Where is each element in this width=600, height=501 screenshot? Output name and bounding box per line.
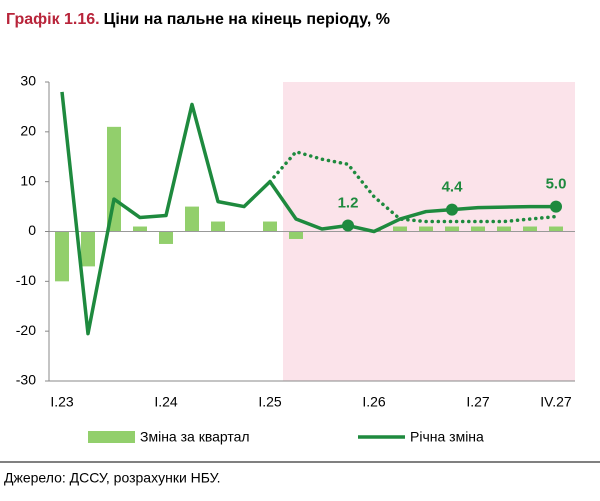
x-tick-label: IV.27 (540, 394, 572, 410)
bar (263, 221, 277, 232)
data-label: 5.0 (546, 176, 567, 193)
chart-title-group: Графік 1.16. Ціни на пальне на кінець пер… (6, 11, 390, 28)
bar (81, 231, 95, 267)
bar (497, 226, 511, 232)
y-tick-label: 0 (28, 222, 36, 238)
data-label: 4.4 (442, 179, 464, 196)
x-tick-label: I.24 (154, 394, 178, 410)
bar (159, 231, 173, 244)
bar (419, 226, 433, 232)
y-tick-label: 10 (20, 172, 36, 188)
chart-title: Ціни на пальне на кінець періоду, % (104, 11, 390, 28)
legend-swatch (88, 431, 135, 443)
x-tick-label: I.25 (258, 394, 282, 410)
y-tick-label: -20 (16, 322, 36, 338)
y-tick-label: -10 (16, 272, 36, 288)
bar (523, 226, 537, 232)
bar (55, 231, 69, 282)
source: Джерело: ДССУ, розрахунки НБУ. (4, 470, 221, 486)
y-tick-label: -30 (16, 372, 36, 388)
bar (445, 226, 459, 232)
bar (549, 226, 563, 232)
bar (185, 206, 199, 232)
x-tick-label: I.27 (466, 394, 490, 410)
bar (471, 226, 485, 232)
legend-label: Зміна за квартал (140, 429, 250, 445)
bar (107, 126, 121, 232)
plot: -30 -20 -10 0 10 20 30 I.23 I.24 I.25 I.26 I.27 IV.2… (16, 73, 575, 410)
line (60, 91, 556, 336)
bar (211, 221, 225, 232)
point-marker (446, 203, 458, 216)
y-tick-label: 20 (20, 123, 36, 139)
x-tick-label: I.23 (50, 394, 74, 410)
bar (133, 226, 147, 232)
bar (289, 231, 303, 239)
y-tick-label: 30 (20, 73, 36, 89)
point-marker (342, 219, 354, 232)
point-marker (550, 200, 562, 213)
bar (393, 226, 407, 232)
scenario-line (268, 150, 558, 224)
x-tick-label: I.26 (362, 394, 386, 410)
figure-label: Графік 1.16. (6, 11, 100, 28)
data-label: 1.2 (338, 194, 359, 211)
legend-label: Річна зміна (410, 429, 484, 445)
